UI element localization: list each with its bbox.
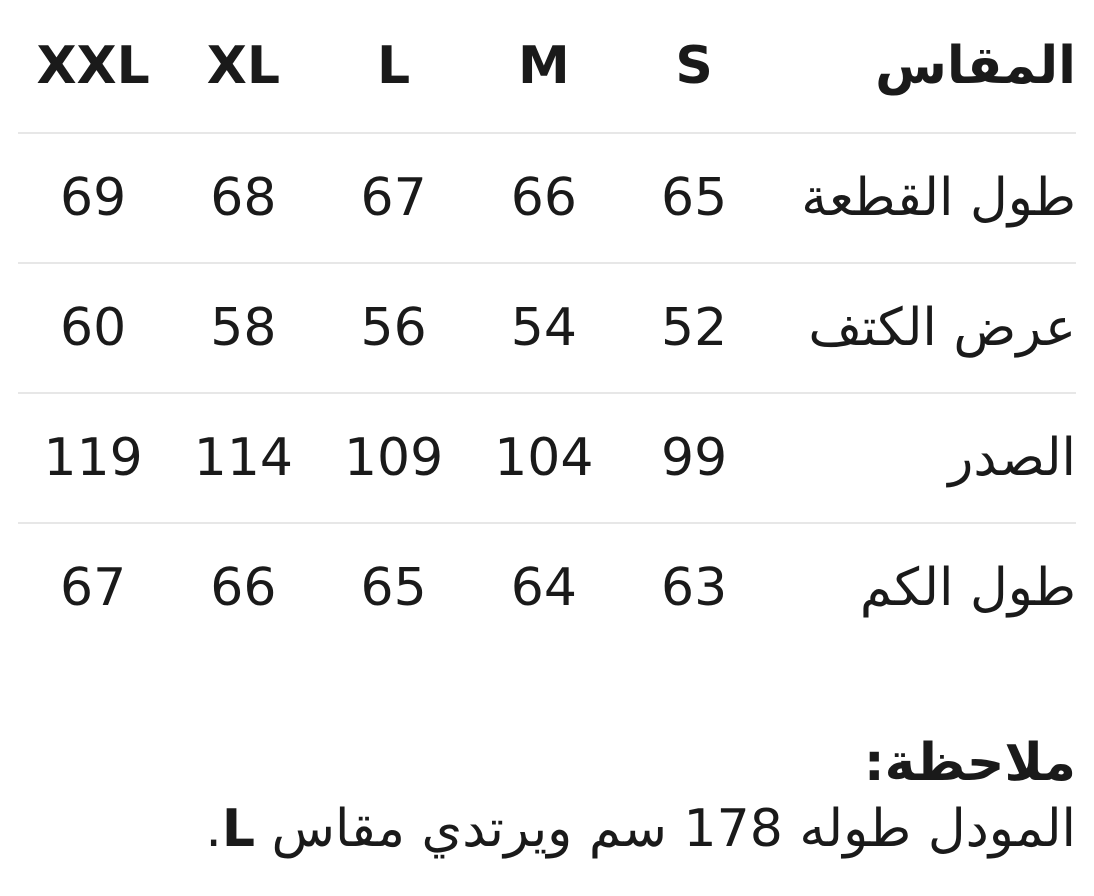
cell-value: 66	[468, 133, 619, 264]
cell-value: 114	[168, 393, 319, 524]
cell-value: 52	[618, 263, 770, 394]
cell-value: 69	[18, 133, 169, 264]
cell-value: 63	[660, 558, 728, 618]
row-label: طول الكم	[859, 558, 1076, 618]
cell-value: 65	[618, 133, 770, 264]
cell-value: 54	[468, 263, 619, 394]
table-header-row: المقاس S M L XL XXL	[18, 0, 1076, 134]
column-header-l: L	[318, 0, 469, 134]
size-chart-table: المقاس S M L XL XXL طول القطعة 65 66 67 …	[18, 0, 1076, 652]
table-row-piece-length: طول القطعة 65 66 67 68 69	[18, 133, 1076, 264]
row-label: عرض الكتف	[769, 263, 1076, 394]
column-header-size-label: المقاس	[769, 0, 1076, 134]
note-period: .	[205, 799, 222, 859]
note-size-value: L	[221, 799, 256, 859]
cell-value: 56	[318, 263, 469, 394]
column-header-m: M	[468, 0, 619, 134]
cell-value: 99	[618, 393, 770, 524]
row-label: الصدر	[769, 393, 1076, 524]
cell-value: 104	[468, 393, 619, 524]
table-row-chest: الصدر 99 104 109 114 119	[18, 393, 1076, 524]
cell-value: 68	[168, 133, 319, 264]
size-chart-page: المقاس S M L XL XXL طول القطعة 65 66 67 …	[18, 0, 1076, 862]
cell-value: 64	[510, 558, 577, 618]
column-header-s: S	[618, 0, 770, 134]
cell-value: 67	[318, 133, 469, 264]
cell-value: 60	[18, 263, 169, 394]
table-row-sleeve-length: طول الكم 63 64 65 66 67	[18, 523, 1076, 652]
note-body: المودل طوله 178 سم ويرتدي مقاس L.	[18, 796, 1076, 862]
note-title: ملاحظة:	[863, 733, 1076, 793]
table-row-shoulder-width: عرض الكتف 52 54 56 58 60	[18, 263, 1076, 394]
note-text: المودل طوله 178 سم ويرتدي مقاس	[255, 799, 1076, 859]
note-section: ملاحظة: المودل طوله 178 سم ويرتدي مقاس L…	[18, 730, 1076, 862]
cell-value: 66	[210, 558, 277, 618]
column-header-xl: XL	[168, 0, 319, 134]
cell-value: 119	[18, 393, 169, 524]
cell-value: 109	[318, 393, 469, 524]
cell-value: 67	[60, 558, 127, 618]
cell-value: 65	[360, 558, 427, 618]
cell-value: 58	[168, 263, 319, 394]
row-label: طول القطعة	[769, 133, 1076, 264]
column-header-xxl: XXL	[18, 0, 169, 134]
